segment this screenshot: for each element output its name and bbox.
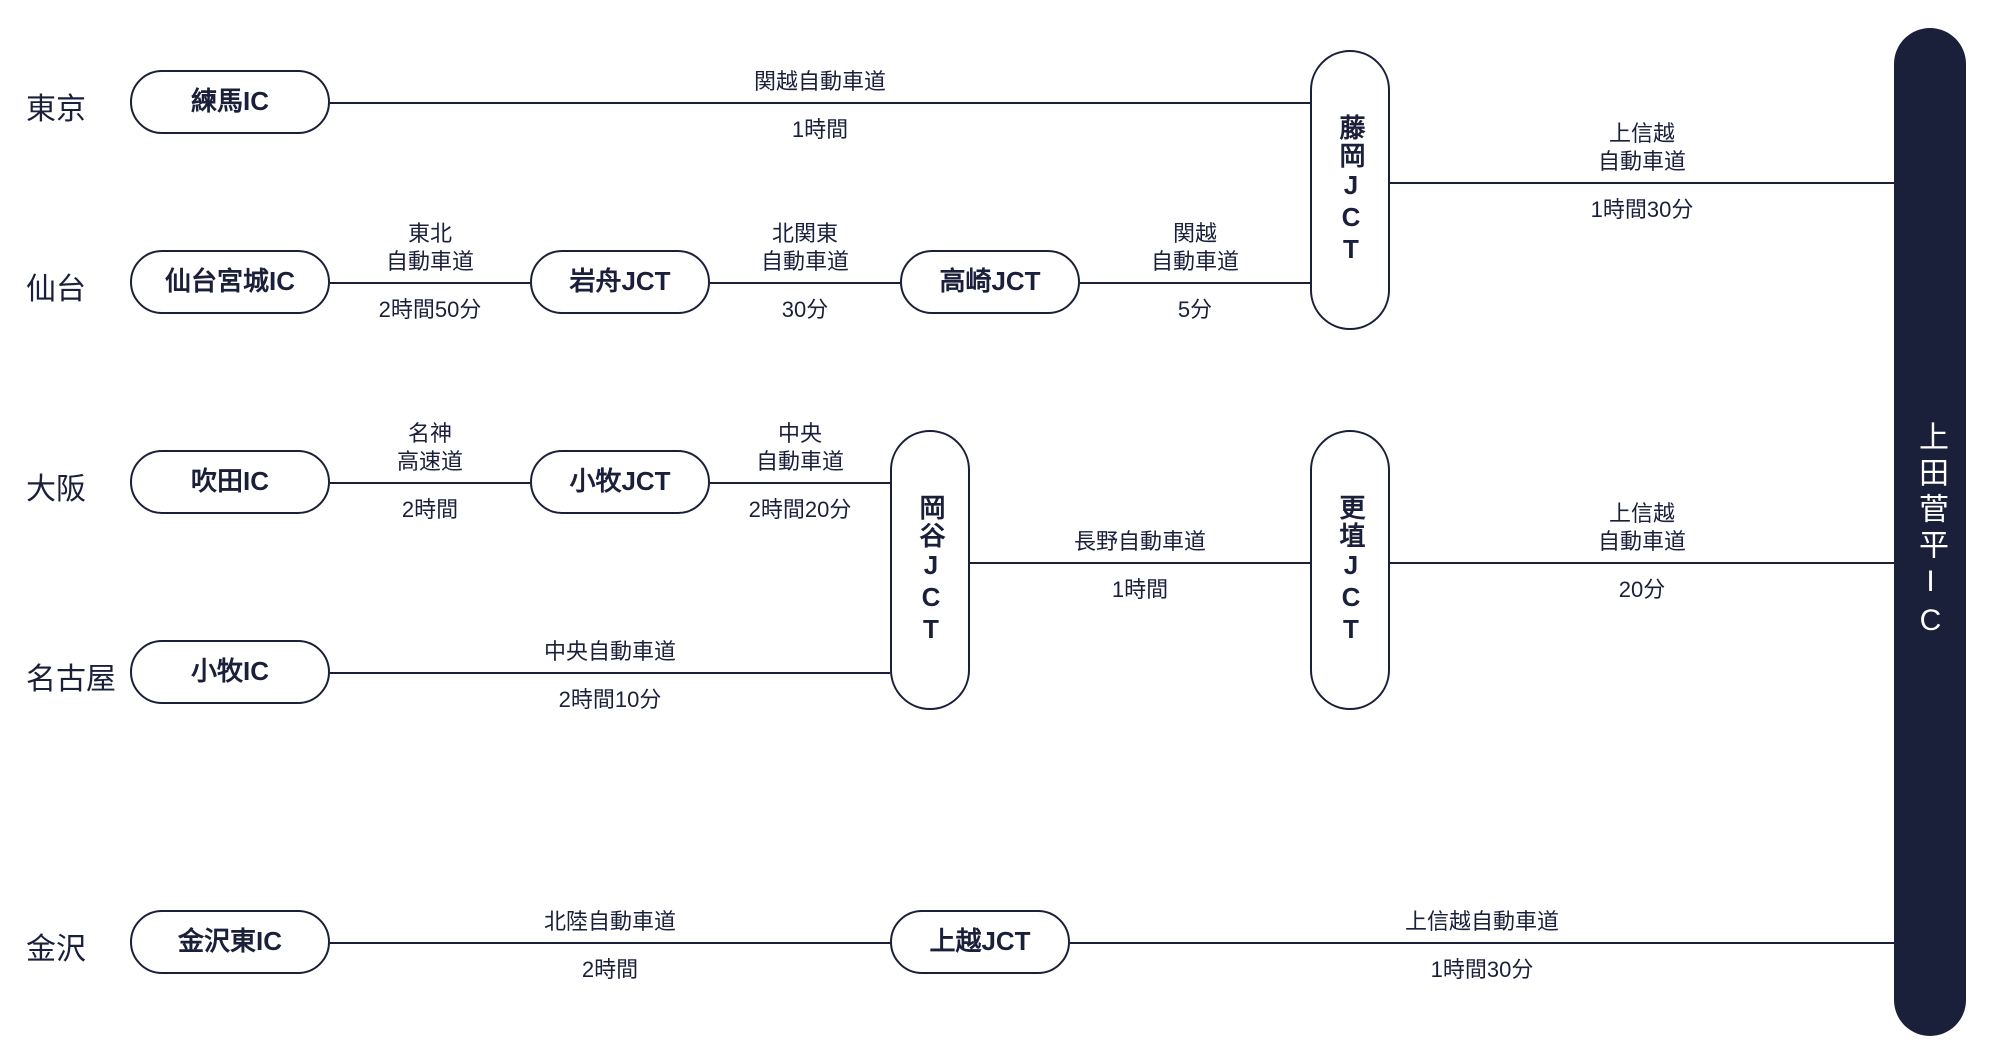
route-line-1 <box>1390 182 1894 184</box>
seg-top-8: 上信越自動車道 <box>1522 500 1762 555</box>
node-sarashina: 更埴JCT <box>1310 430 1390 710</box>
node-iwafune: 岩舟JCT <box>530 250 710 314</box>
route-line-3 <box>710 282 900 284</box>
destination-pill: 上田菅平IC <box>1894 28 1966 1036</box>
node-fujioka: 藤岡JCT <box>1310 50 1390 330</box>
node-takasaki: 高崎JCT <box>900 250 1080 314</box>
node-kanazawa: 金沢東IC <box>130 910 330 974</box>
seg-top-4: 関越自動車道 <box>1075 220 1315 275</box>
route-line-4 <box>1080 282 1310 284</box>
route-line-0 <box>330 102 1310 104</box>
node-sendaimi: 仙台宮城IC <box>130 250 330 314</box>
seg-top-11: 上信越自動車道 <box>1332 908 1632 936</box>
route-line-5 <box>330 482 530 484</box>
node-joetsu: 上越JCT <box>890 910 1070 974</box>
seg-bot-3: 30分 <box>685 292 925 324</box>
route-line-10 <box>330 942 890 944</box>
origin-label-0: 東京 <box>26 84 86 128</box>
route-line-8 <box>1390 562 1894 564</box>
route-line-6 <box>710 482 890 484</box>
seg-bot-7: 1時間 <box>1020 572 1260 604</box>
seg-bot-9: 2時間10分 <box>490 682 730 714</box>
seg-bot-11: 1時間30分 <box>1362 952 1602 984</box>
seg-top-3: 北関東自動車道 <box>685 220 925 275</box>
seg-top-2: 東北自動車道 <box>310 220 550 275</box>
route-diagram: 上田菅平IC 東京仙台大阪名古屋金沢 練馬IC 仙台宮城IC 吹田IC 小牧IC 金沢東IC… <box>20 20 1980 1041</box>
node-komakiic: 小牧IC <box>130 640 330 704</box>
node-suita: 吹田IC <box>130 450 330 514</box>
route-line-2 <box>330 282 530 284</box>
seg-top-5: 名神高速道 <box>310 420 550 475</box>
seg-top-1: 上信越自動車道 <box>1522 120 1762 175</box>
seg-top-10: 北陸自動車道 <box>460 908 760 936</box>
origin-label-2: 大阪 <box>26 464 86 508</box>
seg-top-7: 長野自動車道 <box>990 528 1290 556</box>
node-nerima: 練馬IC <box>130 70 330 134</box>
seg-top-0: 関越自動車道 <box>670 68 970 96</box>
route-line-9 <box>330 672 890 674</box>
origin-label-4: 金沢 <box>26 924 86 968</box>
seg-bot-6: 2時間20分 <box>680 492 920 524</box>
route-line-11 <box>1070 942 1894 944</box>
route-line-7 <box>970 562 1310 564</box>
seg-bot-1: 1時間30分 <box>1522 192 1762 224</box>
seg-bot-0: 1時間 <box>700 112 940 144</box>
seg-bot-2: 2時間50分 <box>310 292 550 324</box>
seg-top-6: 中央自動車道 <box>680 420 920 475</box>
seg-top-9: 中央自動車道 <box>460 638 760 666</box>
seg-bot-4: 5分 <box>1075 292 1315 324</box>
seg-bot-8: 20分 <box>1522 572 1762 604</box>
seg-bot-10: 2時間 <box>490 952 730 984</box>
seg-bot-5: 2時間 <box>310 492 550 524</box>
origin-label-3: 名古屋 <box>26 654 116 698</box>
origin-label-1: 仙台 <box>26 264 86 308</box>
